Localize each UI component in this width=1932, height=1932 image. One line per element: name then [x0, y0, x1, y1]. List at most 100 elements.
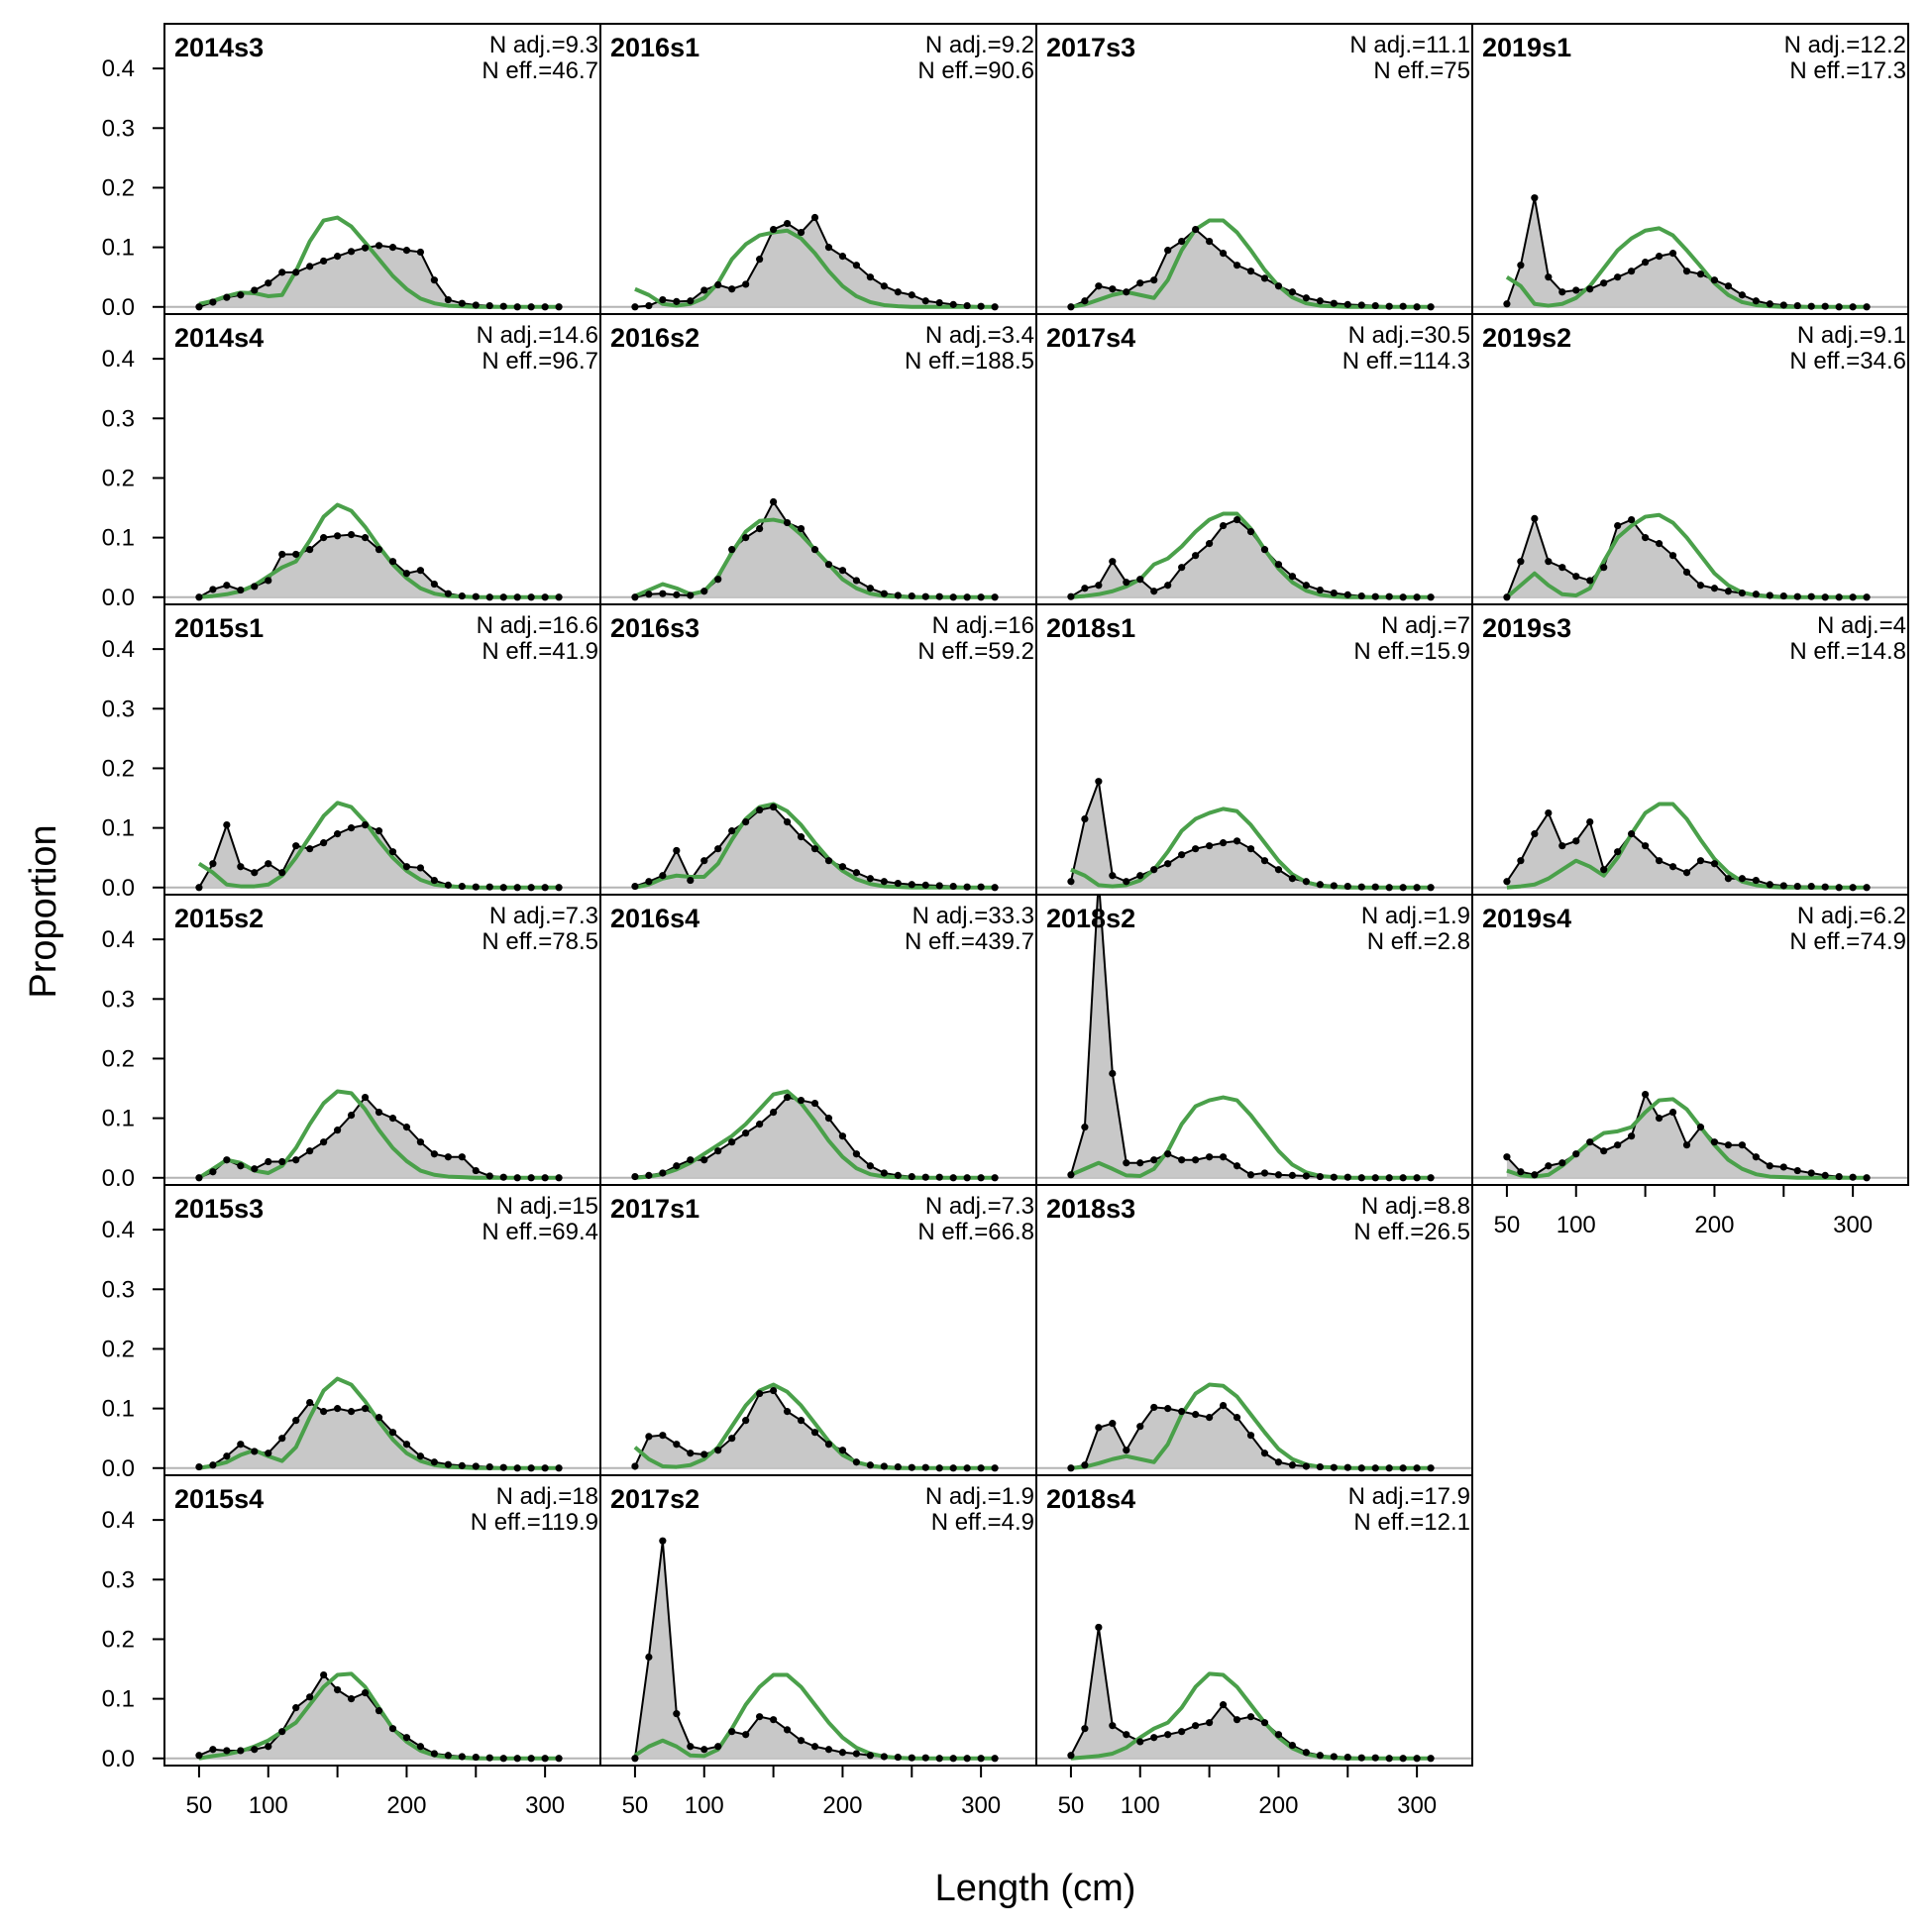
- observed-point: [458, 882, 466, 891]
- x-tick-label: 50: [1494, 1212, 1521, 1238]
- observed-point: [1779, 591, 1787, 600]
- observed-point: [1357, 591, 1365, 600]
- observed-point: [1385, 1464, 1393, 1472]
- expected-line: [633, 1382, 996, 1470]
- observed-point: [334, 830, 342, 838]
- observed-point: [1849, 303, 1857, 311]
- y-tick-label: 0.2: [102, 1045, 135, 1072]
- observed-point: [1095, 282, 1103, 290]
- panel-plot-area: [1503, 1090, 1871, 1182]
- observed-point: [1150, 866, 1158, 874]
- observed-point: [894, 288, 902, 296]
- panel-n-adj: N adj.=7.3: [925, 1193, 1034, 1220]
- observed-point: [963, 1174, 971, 1182]
- observed-point: [659, 295, 667, 304]
- observed-point: [1274, 866, 1283, 874]
- observed-point: [527, 593, 535, 601]
- panel-n-eff: N eff.=78.5: [482, 928, 598, 955]
- observed-point: [908, 591, 915, 600]
- observed-point: [631, 1172, 639, 1181]
- observed-point: [1178, 1408, 1186, 1416]
- observed-area: [1070, 519, 1432, 597]
- observed-point: [1150, 588, 1158, 595]
- observed-point: [894, 1462, 902, 1471]
- observed-point: [1357, 1464, 1365, 1472]
- expected-line: [1506, 1097, 1868, 1180]
- observed-area: [198, 245, 560, 307]
- observed-point: [866, 273, 874, 281]
- observed-point: [1385, 592, 1393, 600]
- observed-point: [770, 1716, 778, 1724]
- observed-point: [1572, 837, 1580, 845]
- observed-point: [375, 1108, 383, 1117]
- observed-point: [1067, 1464, 1075, 1472]
- observed-point: [388, 1115, 397, 1123]
- panel-2017s1: 2017s1 N adj.=7.3N eff.=66.8: [599, 1184, 1037, 1476]
- observed-point: [430, 1458, 438, 1466]
- observed-point: [1807, 592, 1815, 600]
- panel-n-eff: N eff.=119.9: [471, 1509, 598, 1536]
- observed-point: [1233, 262, 1241, 269]
- observed-point: [388, 1429, 397, 1437]
- observed-point: [499, 302, 507, 310]
- observed-point: [1164, 1150, 1172, 1158]
- observed-point: [963, 301, 971, 310]
- observed-point: [375, 242, 383, 250]
- observed-point: [1413, 1174, 1421, 1182]
- observed-point: [700, 1156, 708, 1164]
- y-tick-label: 0.0: [102, 585, 135, 611]
- observed-point: [402, 570, 411, 578]
- observed-point: [499, 593, 507, 601]
- panel-title: 2019s2: [1482, 323, 1571, 353]
- panel-title: 2018s2: [1046, 904, 1135, 933]
- observed-point: [1219, 1153, 1228, 1161]
- observed-point: [278, 1728, 286, 1736]
- observed-point: [1614, 848, 1622, 856]
- observed-point: [1517, 857, 1525, 865]
- observed-point: [1849, 884, 1857, 892]
- observed-point: [1192, 1411, 1200, 1419]
- observed-point: [1600, 866, 1608, 874]
- panel-plot-area: [1503, 802, 1871, 892]
- observed-point: [1164, 247, 1172, 255]
- observed-point: [838, 253, 847, 261]
- observed-point: [1600, 564, 1608, 572]
- observed-point: [223, 582, 231, 590]
- observed-point: [783, 1093, 792, 1102]
- observed-point: [555, 1174, 563, 1182]
- panel-n-eff: N eff.=439.7: [905, 928, 1034, 955]
- observed-point: [292, 1704, 300, 1712]
- observed-point: [292, 268, 300, 276]
- observed-point: [1586, 817, 1594, 826]
- expected-line: [1506, 802, 1868, 890]
- observed-point: [880, 282, 888, 290]
- observed-point: [1343, 590, 1351, 598]
- observed-point: [1288, 1461, 1297, 1469]
- observed-point: [195, 1462, 203, 1471]
- observed-point: [1067, 303, 1075, 311]
- observed-point: [1427, 303, 1435, 311]
- observed-point: [1427, 884, 1435, 892]
- observed-point: [659, 1169, 667, 1177]
- panel-plot-area: [1503, 512, 1871, 601]
- observed-point: [908, 291, 915, 299]
- y-tick-label: 0.4: [102, 636, 135, 663]
- observed-point: [991, 884, 999, 892]
- observed-point: [1123, 1731, 1130, 1739]
- observed-point: [472, 1753, 480, 1762]
- observed-point: [908, 881, 915, 889]
- panel-n-adj: N adj.=1.9: [1361, 903, 1470, 929]
- observed-point: [1586, 577, 1594, 585]
- observed-point: [1821, 593, 1829, 601]
- observed-point: [1343, 300, 1351, 308]
- observed-point: [347, 1408, 356, 1416]
- observed-point: [458, 1461, 466, 1469]
- x-tick-label: 200: [822, 1792, 862, 1819]
- observed-point: [251, 869, 259, 877]
- observed-point: [1164, 860, 1172, 868]
- panel-title: 2018s4: [1046, 1484, 1135, 1514]
- expected-line: [1505, 512, 1868, 599]
- observed-point: [645, 1433, 653, 1441]
- observed-point: [334, 532, 342, 540]
- observed-point: [728, 1138, 736, 1146]
